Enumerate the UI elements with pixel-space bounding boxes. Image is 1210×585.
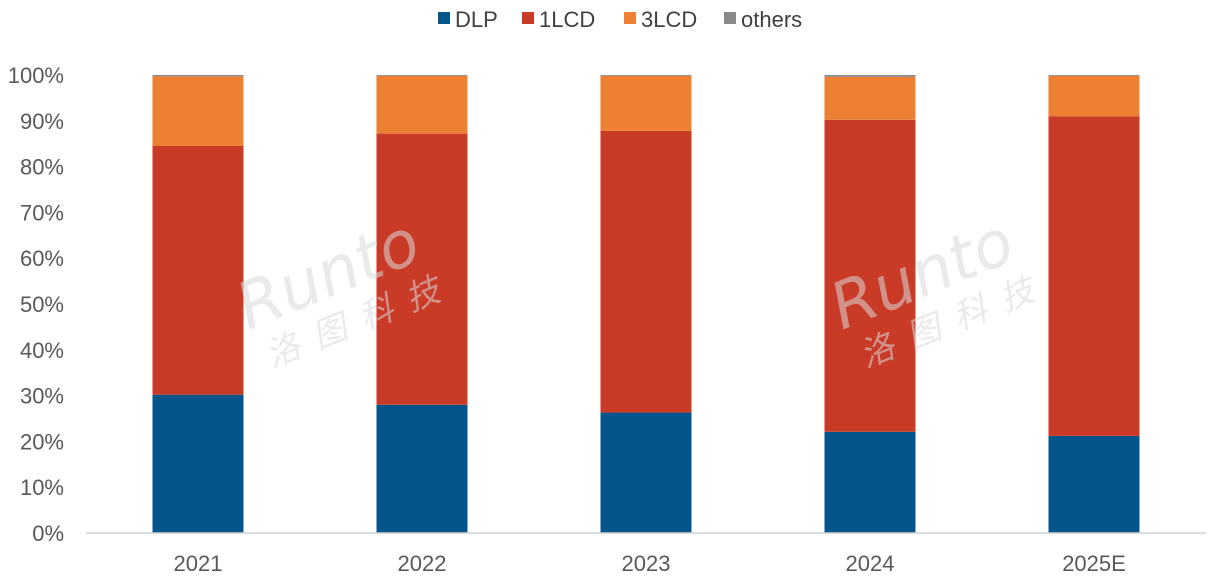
y-tick-label: 10% xyxy=(20,475,64,500)
x-tick-label: 2021 xyxy=(174,551,223,576)
legend: DLP 1LCD 3LCD others xyxy=(438,7,802,32)
legend-item-1lcd: 1LCD xyxy=(522,7,595,32)
legend-swatch xyxy=(724,12,736,24)
x-tick-label: 2024 xyxy=(846,551,895,576)
y-tick-label: 40% xyxy=(20,338,64,363)
bar-1lcd-2024 xyxy=(824,119,916,432)
bar-dlp-2021 xyxy=(152,394,244,533)
bar-3lcd-2021 xyxy=(152,76,244,146)
legend-item-dlp: DLP xyxy=(438,7,498,32)
legend-label: 1LCD xyxy=(539,7,595,32)
bar-3lcd-2025e xyxy=(1048,75,1140,117)
legend-item-3lcd: 3LCD xyxy=(624,7,697,32)
bar-3lcd-2022 xyxy=(376,75,468,134)
legend-swatch xyxy=(522,12,534,24)
bar-1lcd-2022 xyxy=(376,133,468,405)
bars xyxy=(152,75,1140,533)
bar-others-2024 xyxy=(824,75,916,77)
y-tick-label: 20% xyxy=(20,429,64,454)
bar-3lcd-2024 xyxy=(824,76,916,120)
y-tick-label: 90% xyxy=(20,109,64,134)
x-tick-label: 2023 xyxy=(622,551,671,576)
bar-1lcd-2023 xyxy=(600,130,692,413)
bar-others-2021 xyxy=(152,75,244,77)
bar-1lcd-2025e xyxy=(1048,116,1140,436)
y-tick-label: 30% xyxy=(20,384,64,409)
legend-label: others xyxy=(741,7,802,32)
y-tick-label: 100% xyxy=(8,63,64,88)
bar-dlp-2024 xyxy=(824,431,916,533)
legend-swatch xyxy=(624,12,636,24)
bar-dlp-2022 xyxy=(376,404,468,533)
y-axis: 0% 10% 20% 30% 40% 50% 60% 70% 80% 90% 100% xyxy=(8,63,64,546)
bar-1lcd-2021 xyxy=(152,145,244,395)
y-tick-label: 70% xyxy=(20,200,64,225)
y-tick-label: 60% xyxy=(20,246,64,271)
bar-dlp-2023 xyxy=(600,412,692,533)
y-tick-label: 50% xyxy=(20,292,64,317)
legend-swatch xyxy=(438,12,450,24)
bar-others-2025e xyxy=(1048,75,1140,76)
legend-label: DLP xyxy=(455,7,498,32)
legend-label: 3LCD xyxy=(641,7,697,32)
bar-others-2023 xyxy=(600,75,692,76)
x-axis: 2021 2022 2023 2024 2025E xyxy=(174,551,1126,576)
bar-others-2022 xyxy=(376,75,468,76)
bar-3lcd-2023 xyxy=(600,75,692,131)
x-tick-label: 2025E xyxy=(1062,551,1126,576)
x-tick-label: 2022 xyxy=(398,551,447,576)
y-tick-label: 0% xyxy=(32,521,64,546)
legend-item-others: others xyxy=(724,7,802,32)
y-tick-label: 80% xyxy=(20,155,64,180)
bar-dlp-2025e xyxy=(1048,435,1140,533)
